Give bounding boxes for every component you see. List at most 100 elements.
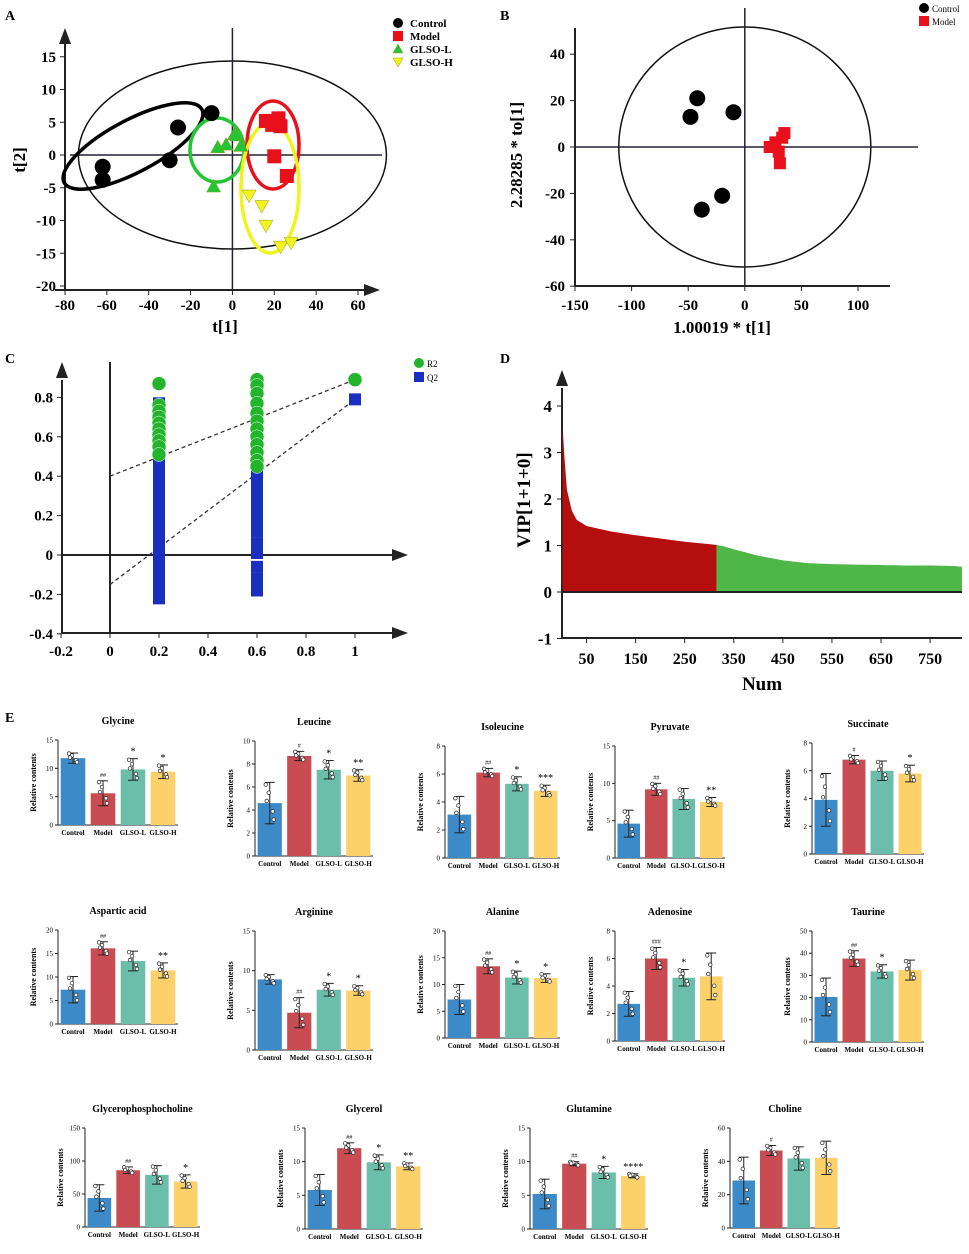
data-point xyxy=(658,965,663,970)
y-tick-label: 5 xyxy=(247,1007,251,1015)
y-tick-label: 10 xyxy=(603,780,611,788)
axis-arrow xyxy=(392,549,408,561)
data-point xyxy=(684,801,689,806)
bar-glso-h xyxy=(396,1166,421,1229)
y-tick-label: 8 xyxy=(437,743,441,751)
y-tick-label: 8 xyxy=(247,761,251,769)
x-tick-label: Model xyxy=(479,862,498,870)
data-point xyxy=(271,817,276,822)
significance-mark: * xyxy=(681,958,686,969)
data-point xyxy=(157,1176,163,1181)
data-point xyxy=(164,974,170,979)
significance-mark: ## xyxy=(485,951,491,957)
bar-chart-glutamine: Glutamine 0 5 10 15 Relative contents Control #… xyxy=(501,1104,648,1241)
bar-glso-l xyxy=(366,1162,391,1229)
data-point xyxy=(827,1009,833,1015)
bar-model xyxy=(476,966,500,1038)
bar-model xyxy=(644,789,668,858)
regression-line xyxy=(109,379,356,477)
data-point xyxy=(847,949,853,954)
bar-glso-l xyxy=(672,977,696,1041)
x-tick-label: -80 xyxy=(55,298,75,314)
axis-arrow xyxy=(556,370,568,386)
y-axis-label: Relative contents xyxy=(226,961,235,1019)
data-point xyxy=(460,819,465,825)
data-point xyxy=(712,983,717,988)
data-point xyxy=(300,1016,305,1021)
x-tick-label: GLSO-H xyxy=(395,1233,423,1241)
data-point xyxy=(518,980,524,985)
y-tick-label: 2 xyxy=(437,827,441,835)
y-axis-label: Relative contents xyxy=(226,769,235,827)
data-point xyxy=(904,966,910,972)
x-tick-label: 250 xyxy=(673,651,697,668)
regression-line xyxy=(109,398,356,586)
data-point xyxy=(484,960,490,965)
axis-arrow xyxy=(56,362,68,378)
x-tick-label: GLSO-L xyxy=(366,1233,393,1241)
data-point xyxy=(373,1159,378,1164)
y-axis-label: Relative contents xyxy=(586,773,595,831)
y-tick-label: 4 xyxy=(607,983,611,991)
bar-chart-choline: Choline 0 20 40 60 Relative contents Control # M… xyxy=(701,1104,840,1240)
data-point xyxy=(828,1169,833,1174)
x-tick-label: -0.2 xyxy=(49,644,73,660)
x-tick-label: GLSO-L xyxy=(144,1231,171,1239)
x-tick-label: Control xyxy=(448,1042,471,1050)
data-point xyxy=(737,1157,742,1162)
x-tick-label: -60 xyxy=(97,298,117,314)
y-tick-label: 0.6 xyxy=(34,430,53,446)
point-model xyxy=(273,119,288,134)
data-point xyxy=(322,759,327,764)
bar-chart-arginine: Arginine 0 5 10 15 Relative contents Control ##… xyxy=(226,907,373,1062)
data-point xyxy=(96,1189,101,1194)
y-tick-label: 0 xyxy=(49,148,57,164)
data-point xyxy=(101,1206,106,1211)
y-tick-label: 0 xyxy=(247,1047,251,1055)
data-point xyxy=(314,1186,319,1191)
x-tick-label: GLSO-L xyxy=(671,862,698,870)
bar-control xyxy=(617,823,641,858)
y-tick-label: 6 xyxy=(437,771,441,779)
y-axis-label: Relative contents xyxy=(783,957,792,1015)
x-tick-label: Model xyxy=(479,1042,498,1050)
data-point xyxy=(93,1183,98,1189)
y-axis-label: Relative contents xyxy=(29,948,38,1006)
legend-marker xyxy=(393,31,403,41)
data-point xyxy=(708,962,713,967)
data-point xyxy=(126,757,132,762)
point-control xyxy=(725,104,742,121)
x-tick-label: 650 xyxy=(869,651,893,668)
panel-label-A: A xyxy=(5,9,16,24)
x-tick-label: GLSO-L xyxy=(316,860,343,868)
data-point xyxy=(129,953,135,959)
bar-control xyxy=(447,814,472,858)
y-tick-label: 0 xyxy=(247,853,251,861)
y-axis-label: Relative contents xyxy=(501,1149,510,1207)
x-axis-label: 1.00019 * t[1] xyxy=(673,318,771,337)
data-point xyxy=(150,1164,156,1169)
axis-arrow xyxy=(59,28,71,44)
y-tick-label: 5 xyxy=(50,793,54,801)
data-point xyxy=(100,1201,105,1206)
data-point xyxy=(910,971,916,977)
x-tick-label: GLSO-L xyxy=(120,1028,147,1036)
data-point xyxy=(678,795,683,801)
data-point xyxy=(329,771,334,776)
bar-glso-h xyxy=(346,990,371,1050)
point-model xyxy=(267,149,282,164)
y-tick-label: -60 xyxy=(545,279,565,295)
significance-mark: ** xyxy=(403,1151,413,1162)
y-tick-label: 20 xyxy=(550,94,565,110)
significance-mark: ## xyxy=(851,943,857,949)
point-q2 xyxy=(251,572,263,585)
bar-chart-adenosine: Adenosine 0 2 4 6 8 Relative contents Control ##… xyxy=(586,907,725,1053)
significance-mark: ** xyxy=(158,951,168,962)
data-point xyxy=(705,953,710,958)
bar-model xyxy=(337,1148,362,1229)
data-point xyxy=(547,979,552,984)
y-axis-label: 2.28285 * to[1] xyxy=(507,102,526,208)
data-point xyxy=(133,962,139,968)
bar-model xyxy=(116,1170,140,1227)
data-point xyxy=(625,814,630,820)
